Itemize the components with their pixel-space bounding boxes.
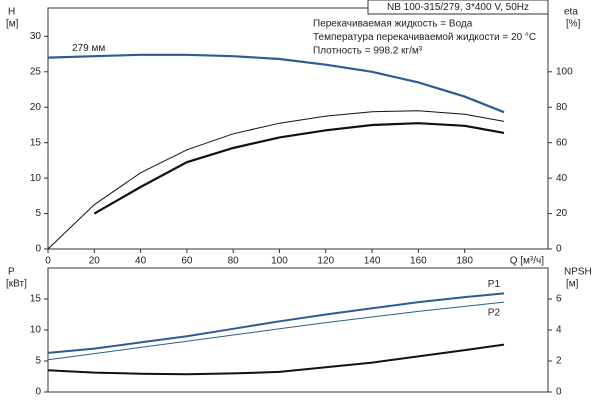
series-line: [93, 122, 505, 215]
y-axis-unit: [кВт]: [6, 279, 27, 290]
annotation: Перекачиваемая жидкость = Вода: [313, 19, 473, 30]
y-tick-label: 5: [35, 356, 41, 367]
chart-title: NB 100-315/279, 3*400 V, 50Hz: [387, 2, 529, 13]
y-tick-label: 10: [30, 325, 42, 336]
y2-tick-label: 80: [556, 102, 568, 113]
x-tick-label: 180: [456, 256, 473, 267]
series-label: P2: [488, 308, 501, 319]
series-line: [47, 110, 505, 250]
y2-tick-label: 0: [556, 244, 562, 255]
y-tick-label: 15: [30, 294, 42, 305]
x-tick-label: 80: [228, 256, 240, 267]
y-tick-label: 5: [35, 208, 41, 219]
y2-tick-label: 20: [556, 208, 568, 219]
y-axis-unit: [м]: [6, 19, 19, 30]
y-tick-label: 0: [35, 244, 41, 255]
series-line: [47, 53, 505, 114]
y2-tick-label: 40: [556, 173, 568, 184]
annotation: Плотность = 998.2 кг/м³: [313, 46, 423, 57]
title-box: [367, 0, 549, 15]
x-tick-label: 20: [89, 256, 101, 267]
series-line: [47, 292, 505, 354]
x-tick-label: 40: [135, 256, 147, 267]
y2-tick-label: 100: [556, 66, 573, 77]
y-tick-label: 10: [30, 173, 42, 184]
x-tick-label: 160: [410, 256, 427, 267]
x-tick-label: 120: [317, 256, 334, 267]
y2-axis-label: NPSH: [564, 267, 592, 278]
y-axis-label: P: [8, 267, 15, 278]
series-line: [47, 301, 505, 361]
series-label: 279 мм: [72, 43, 105, 54]
x-tick-label: 60: [181, 256, 193, 267]
y-tick-label: 25: [30, 66, 42, 77]
y2-axis-unit: [%]: [566, 19, 581, 30]
y2-tick-label: 0: [556, 387, 562, 398]
y2-tick-label: 4: [556, 325, 562, 336]
y-tick-label: 30: [30, 31, 42, 42]
x-axis-label: Q [м³/ч]: [510, 256, 545, 267]
y-axis-label: H: [8, 7, 15, 18]
y-tick-label: 20: [30, 102, 42, 113]
y2-axis-label: eta: [564, 7, 578, 18]
y2-axis-unit: [м]: [566, 279, 579, 290]
y2-tick-label: 6: [556, 294, 562, 305]
x-tick-label: 100: [271, 256, 288, 267]
plot-frame: [47, 7, 549, 250]
series-line: [47, 343, 505, 376]
y-tick-label: 0: [35, 387, 41, 398]
y2-tick-label: 60: [556, 137, 568, 148]
annotation: Температура перекачиваемой жидкости = 20…: [313, 32, 536, 43]
x-tick-label: 140: [364, 256, 381, 267]
y-tick-label: 15: [30, 137, 42, 148]
y2-tick-label: 2: [556, 356, 562, 367]
x-tick-label: 0: [45, 256, 51, 267]
series-label: P1: [488, 279, 501, 290]
